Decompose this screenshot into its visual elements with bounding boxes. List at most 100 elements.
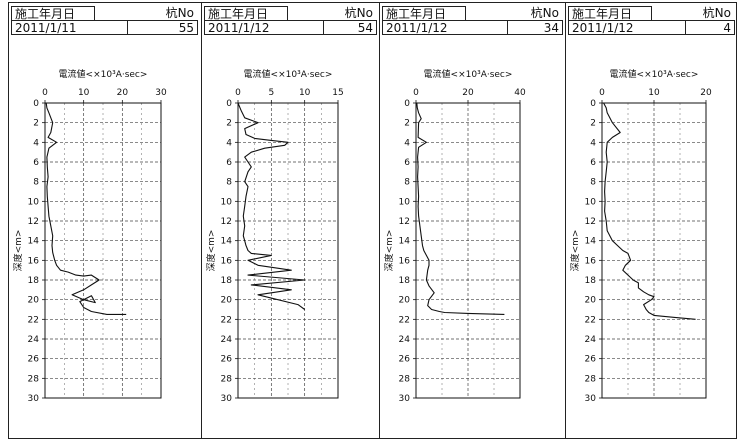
x-tick-label: 40 xyxy=(514,88,526,98)
x-tick-label: 15 xyxy=(332,88,343,98)
y-tick-label: 24 xyxy=(399,335,411,345)
y-axis-title: 深度<m> xyxy=(205,230,217,272)
y-tick-label: 22 xyxy=(28,315,39,325)
x-tick-label: 10 xyxy=(78,88,90,98)
y-tick-label: 8 xyxy=(590,178,596,188)
y-tick-label: 20 xyxy=(28,296,40,306)
y-tick-label: 24 xyxy=(585,335,597,345)
x-tick-label: 0 xyxy=(413,88,419,98)
y-tick-label: 24 xyxy=(28,335,40,345)
pile-no-label: 杭No xyxy=(344,6,373,20)
pile-panel-1: 施工年月日 杭No 2011/1/11 55 電流値<×10³A·sec> 0 10 20 30… xyxy=(9,3,201,438)
y-tick-label: 30 xyxy=(399,394,411,404)
y-tick-label: 28 xyxy=(399,374,411,384)
pile-panel-2: 施工年月日 杭No 2011/1/12 54 電流値<×10³A·sec> 0 5 10 15 0… xyxy=(201,3,379,438)
y-tick-label: 28 xyxy=(28,374,40,384)
y-tick-label: 12 xyxy=(28,217,39,227)
current-depth-series-line xyxy=(237,102,306,310)
y-tick-label: 6 xyxy=(33,158,39,168)
y-tick-label: 26 xyxy=(28,355,40,365)
pile-no-value: 4 xyxy=(685,20,735,35)
current-depth-series-line xyxy=(603,102,696,320)
date-label: 施工年月日 xyxy=(204,6,288,21)
date-value: 2011/1/11 xyxy=(11,20,128,35)
y-tick-label: 2 xyxy=(33,119,39,129)
y-tick-label: 4 xyxy=(226,138,232,148)
pile-record-sheet: 施工年月日 杭No 2011/1/11 55 電流値<×10³A·sec> 0 10 20 30… xyxy=(8,2,737,439)
pile-no-value: 34 xyxy=(507,20,563,35)
y-tick-label: 22 xyxy=(221,315,232,325)
y-tick-label: 14 xyxy=(221,237,233,247)
x-tick-label: 20 xyxy=(117,88,129,98)
y-axis-title: 深度<m> xyxy=(12,230,24,272)
panel-header: 施工年月日 杭No 2011/1/11 55 xyxy=(9,3,201,37)
y-tick-label: 16 xyxy=(399,256,411,266)
y-tick-label: 10 xyxy=(28,197,40,207)
y-tick-label: 18 xyxy=(28,276,40,286)
x-axis-title: 電流値<×10³A·sec> xyxy=(244,68,333,80)
y-tick-label: 4 xyxy=(590,138,596,148)
x-tick-label: 0 xyxy=(42,88,48,98)
plot-frame xyxy=(601,102,707,399)
y-tick-label: 18 xyxy=(399,276,411,286)
y-tick-label: 24 xyxy=(221,335,233,345)
y-tick-label: 12 xyxy=(399,217,410,227)
date-label: 施工年月日 xyxy=(11,6,95,21)
current-depth-series-line xyxy=(416,102,505,315)
y-tick-label: 12 xyxy=(221,217,232,227)
date-value: 2011/1/12 xyxy=(204,20,324,35)
plot-frame xyxy=(237,102,339,399)
y-tick-label: 22 xyxy=(399,315,410,325)
y-tick-label: 2 xyxy=(590,119,596,129)
y-tick-label: 20 xyxy=(399,296,411,306)
y-tick-label: 0 xyxy=(226,99,232,109)
x-tick-label: 20 xyxy=(700,88,712,98)
y-tick-label: 10 xyxy=(399,197,411,207)
pile-panel-3: 施工年月日 杭No 2011/1/12 34 電流値<×10³A·sec> 0 20 40 0 2… xyxy=(379,3,565,438)
y-tick-label: 6 xyxy=(590,158,596,168)
y-tick-label: 16 xyxy=(28,256,40,266)
panel-header: 施工年月日 杭No 2011/1/12 34 xyxy=(380,3,565,37)
y-tick-label: 2 xyxy=(226,119,232,129)
x-tick-label: 20 xyxy=(462,88,474,98)
pile-no-value: 55 xyxy=(127,20,198,35)
x-tick-label: 0 xyxy=(599,88,605,98)
y-tick-label: 30 xyxy=(221,394,233,404)
y-tick-label: 22 xyxy=(585,315,596,325)
y-tick-label: 0 xyxy=(404,99,410,109)
date-label: 施工年月日 xyxy=(382,6,466,21)
depth-chart: 電流値<×10³A·sec>0 20 40024681012141618202224… xyxy=(383,68,526,404)
y-tick-label: 0 xyxy=(590,99,596,109)
y-tick-label: 26 xyxy=(399,355,411,365)
date-value: 2011/1/12 xyxy=(568,20,686,35)
y-tick-label: 20 xyxy=(221,296,233,306)
y-tick-label: 12 xyxy=(585,217,596,227)
panel-header: 施工年月日 杭No 2011/1/12 4 xyxy=(566,3,737,37)
plot-frame xyxy=(44,102,162,399)
date-label: 施工年月日 xyxy=(568,6,652,21)
y-tick-label: 26 xyxy=(585,355,597,365)
panel-header: 施工年月日 杭No 2011/1/12 54 xyxy=(202,3,379,37)
y-tick-label: 6 xyxy=(226,158,232,168)
y-tick-label: 14 xyxy=(28,237,40,247)
x-tick-label: 30 xyxy=(155,88,167,98)
depth-chart: 電流値<×10³A·sec>0 5 10 1502468101214161820222… xyxy=(205,68,344,404)
y-tick-label: 8 xyxy=(33,178,39,188)
x-tick-label: 5 xyxy=(268,88,274,98)
pile-no-label: 杭No xyxy=(702,6,731,20)
x-tick-label: 0 xyxy=(235,88,241,98)
x-axis-title: 電流値<×10³A·sec> xyxy=(424,68,513,80)
y-axis-title: 深度<m> xyxy=(383,230,395,272)
depth-chart: 電流値<×10³A·sec>0 10 20024681012141618202224… xyxy=(569,68,712,404)
y-tick-label: 6 xyxy=(404,158,410,168)
y-tick-label: 26 xyxy=(221,355,233,365)
y-tick-label: 2 xyxy=(404,119,410,129)
date-value: 2011/1/12 xyxy=(382,20,508,35)
y-tick-label: 30 xyxy=(585,394,597,404)
y-tick-label: 16 xyxy=(585,256,597,266)
y-tick-label: 8 xyxy=(404,178,410,188)
pile-no-label: 杭No xyxy=(165,6,194,20)
y-tick-label: 14 xyxy=(585,237,597,247)
y-tick-label: 28 xyxy=(221,374,233,384)
y-tick-label: 10 xyxy=(221,197,233,207)
